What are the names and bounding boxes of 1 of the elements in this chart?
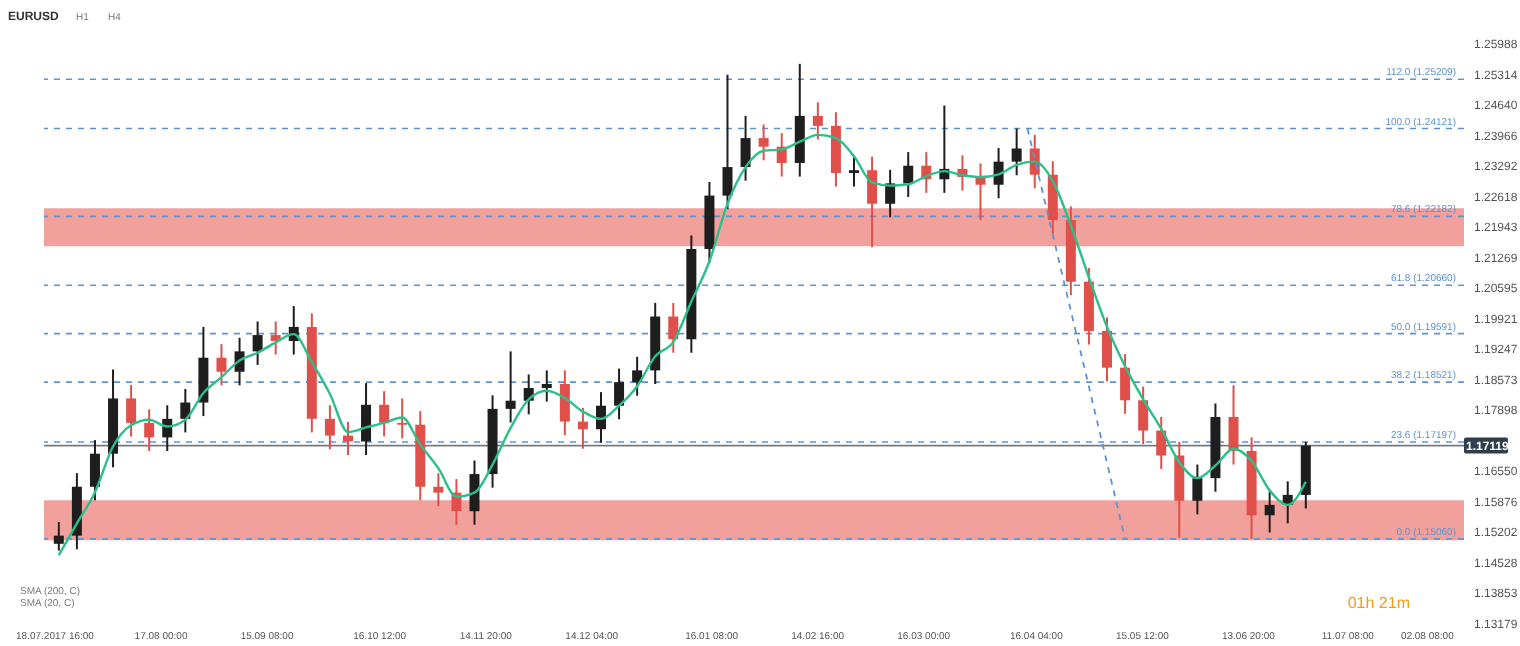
annotation: 01h 21m (1347, 594, 1411, 612)
